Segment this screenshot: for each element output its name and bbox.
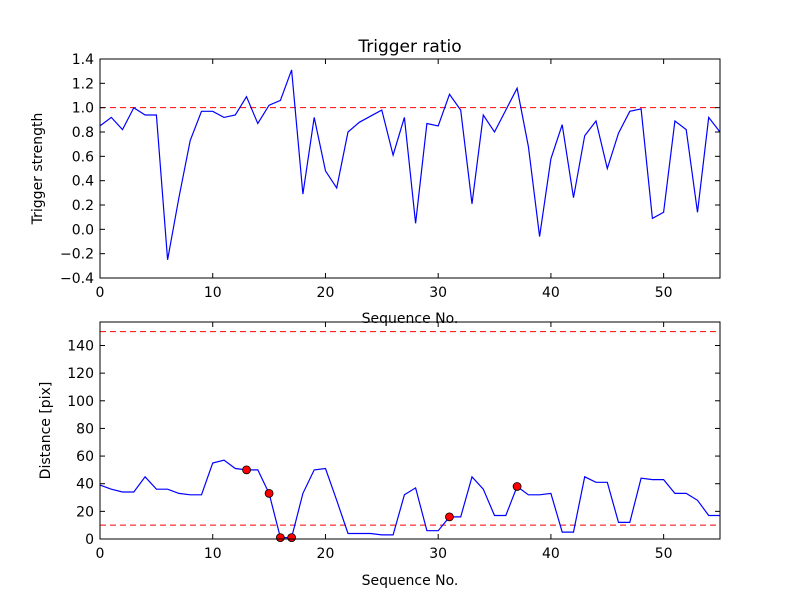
x-tick-label: 20 <box>317 285 335 301</box>
data-point <box>275 533 285 543</box>
series-line <box>99 459 720 539</box>
x-tick-label: 40 <box>542 546 560 562</box>
y-tick-label: 0.6 <box>72 149 94 165</box>
x-axis-label: Sequence No. <box>362 311 459 327</box>
y-axis-label: Trigger strength <box>30 113 46 226</box>
plot-frame <box>99 321 721 540</box>
y-tick-label: 140 <box>67 338 94 354</box>
x-tick-label: 50 <box>655 546 673 562</box>
data-point <box>242 465 251 475</box>
y-tick-label: 0 <box>85 532 94 548</box>
x-tick-label: 10 <box>204 285 222 301</box>
y-tick-label: −0.4 <box>60 271 94 287</box>
y-tick-label: −0.2 <box>60 247 94 263</box>
trigger-ratio-chart: Trigger ratio 0 10 20 30 40 50−0.4−0.20.00.20… <box>30 37 721 327</box>
x-tick-label: 0 <box>96 285 105 301</box>
x-tick-label: 50 <box>655 285 673 301</box>
axis-ticks: 0 10 20 30 40 50 −0.4 −0.2 0.0 0.2 0.4 0.6 0.8 1.0 1.2… <box>60 52 720 301</box>
y-tick-label: 100 <box>67 394 94 410</box>
series-line <box>99 69 721 260</box>
x-tick-label: 40 <box>542 285 560 301</box>
axis-ticks: 0 10 20 30 40 50 0 20 40 60 80 100 120 140 <box>67 322 720 562</box>
y-tick-label: 60 <box>76 449 94 465</box>
x-tick-label: 20 <box>317 546 335 562</box>
data-point <box>445 512 454 522</box>
data-point <box>264 488 274 498</box>
y-tick-label: 40 <box>76 477 94 493</box>
y-tick-label: 1.4 <box>72 52 94 68</box>
y-tick-label: 0.2 <box>72 198 94 214</box>
y-tick-label: 1.0 <box>72 101 94 117</box>
y-tick-label: 120 <box>67 366 94 382</box>
plot-area <box>99 69 721 260</box>
x-tick-label: 0 <box>96 546 105 562</box>
plot-area <box>99 331 720 543</box>
x-axis-label: Sequence No. <box>362 573 459 589</box>
plot-frame <box>99 58 721 279</box>
data-point <box>512 482 522 491</box>
distance-chart: 0 10 20 30 40 50 0 20 40 60 80 100 120 140 Sequence N… <box>38 321 721 589</box>
x-tick-label: 30 <box>429 546 447 562</box>
y-axis-label: Distance [pix] <box>38 382 54 480</box>
data-point <box>287 533 297 543</box>
y-tick-label: 0.4 <box>72 174 94 190</box>
y-tick-label: 20 <box>76 504 94 520</box>
x-tick-label: 30 <box>429 285 447 301</box>
chart-title: Trigger ratio <box>357 37 461 57</box>
y-tick-label: 1.2 <box>72 76 94 92</box>
y-tick-label: 80 <box>76 421 94 437</box>
y-tick-label: 0.8 <box>72 125 94 141</box>
y-tick-label: 0.0 <box>72 222 94 238</box>
x-tick-label: 10 <box>204 546 222 562</box>
